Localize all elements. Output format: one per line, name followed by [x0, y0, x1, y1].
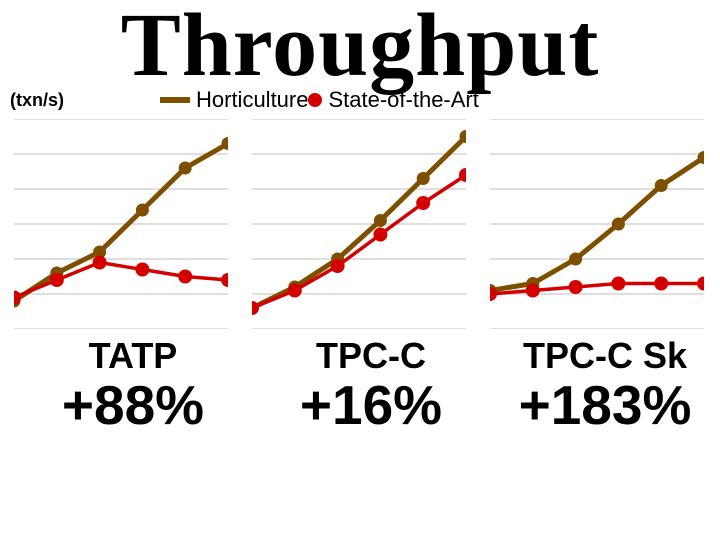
charts-row — [0, 119, 720, 329]
legend-label-sota: State-of-the-Art — [328, 87, 478, 113]
page-title: Throughput — [0, 0, 720, 97]
legend-swatch-horticulture — [160, 97, 190, 103]
chart-svg — [490, 119, 704, 329]
legend: Horticulture State-of-the-Art — [160, 87, 479, 113]
subtitles-row: TATP+88%TPC-C+16%TPC-C Sk+183% — [0, 335, 720, 437]
chart-header-row: (txn/s) Horticulture State-of-the-Art — [0, 87, 720, 113]
chart-label: TATP — [14, 335, 252, 377]
chart-gain: +88% — [14, 373, 252, 437]
chart-label: TPC-C — [252, 335, 490, 377]
subtitle-tatp: TATP+88% — [14, 335, 252, 437]
yaxis-label: (txn/s) — [10, 90, 150, 111]
chart-tatp — [14, 119, 228, 329]
subtitle-tpc-c-sk: TPC-C Sk+183% — [490, 335, 720, 437]
chart-gain: +16% — [252, 373, 490, 437]
legend-swatch-sota — [308, 93, 322, 107]
chart-gain: +183% — [490, 373, 720, 437]
chart-tpc-c — [252, 119, 466, 329]
chart-svg — [14, 119, 228, 329]
chart-tpc-c-sk — [490, 119, 704, 329]
subtitle-tpc-c: TPC-C+16% — [252, 335, 490, 437]
legend-label-horticulture: Horticulture — [196, 87, 308, 113]
chart-label: TPC-C Sk — [490, 335, 720, 377]
chart-svg — [252, 119, 466, 329]
